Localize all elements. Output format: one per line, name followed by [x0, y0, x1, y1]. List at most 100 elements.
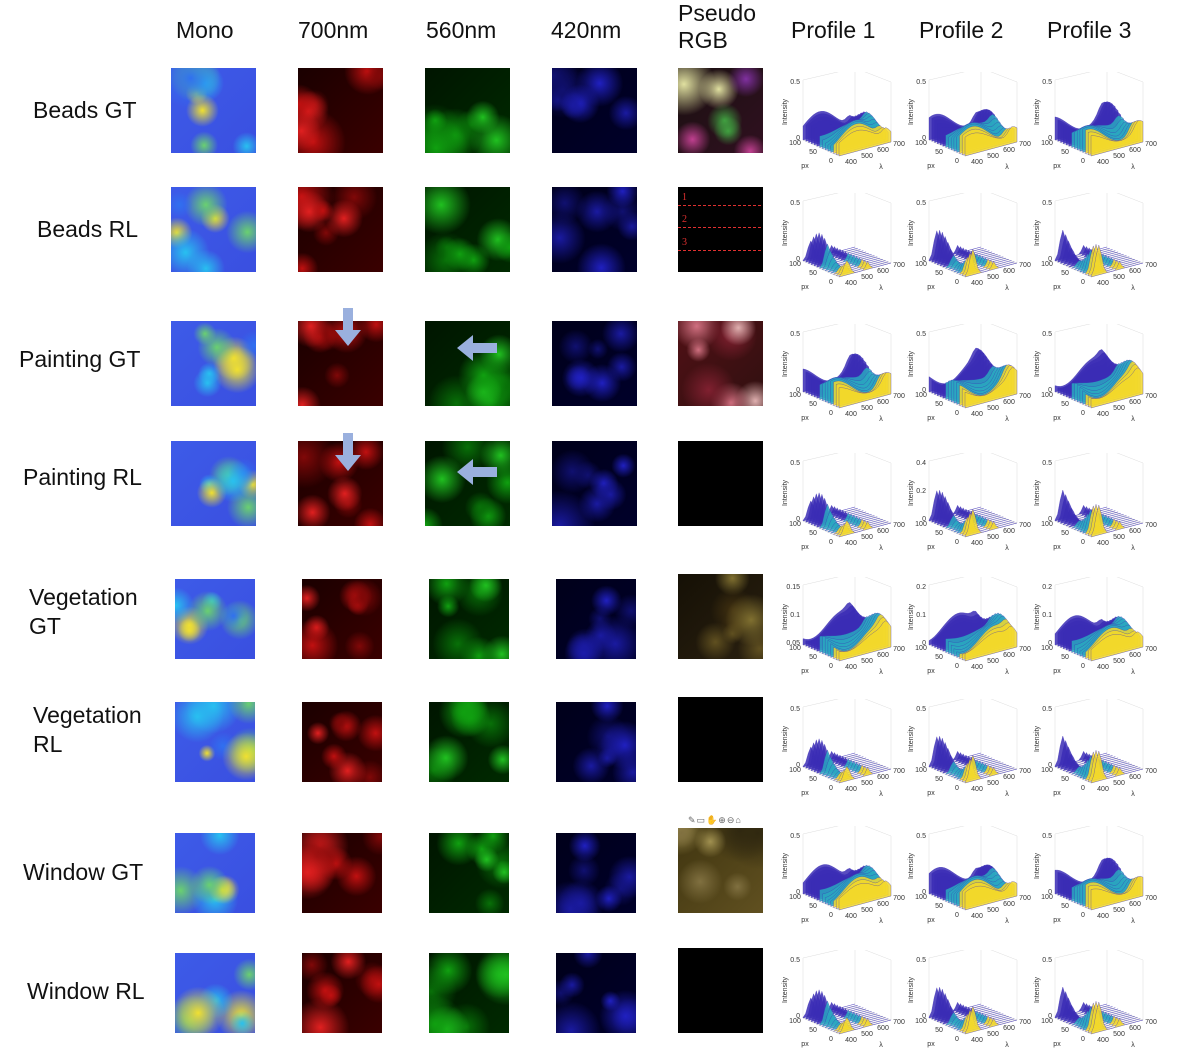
profile-line-2 [678, 227, 763, 228]
lambda-tick-label: 400 [845, 786, 857, 793]
px-tick-label: 50 [1061, 270, 1069, 277]
lambda-tick-label: 600 [877, 268, 889, 275]
z-tick-label: 0 [1048, 640, 1052, 647]
px-axis-label: px [1053, 284, 1061, 291]
pan-icon[interactable]: ✋ [706, 815, 719, 825]
surface-strip [838, 880, 892, 911]
lambda-tick-label: 700 [893, 895, 905, 902]
lambda-axis-label: λ [879, 416, 883, 423]
z-tick-label: 0.5 [790, 200, 800, 207]
profile-line-1 [678, 205, 763, 206]
plot-side-wall [990, 699, 1018, 769]
px-tick-label: 50 [935, 903, 943, 910]
lambda-tick-label: 500 [1113, 274, 1125, 281]
plot-back-wall [1054, 826, 1108, 894]
z-tick-label: 0 [922, 1013, 926, 1020]
px-tick-label: 100 [1041, 392, 1053, 399]
px-tick-label: 50 [1061, 401, 1069, 408]
px-tick-label: 0 [1081, 785, 1085, 792]
px-tick-label: 0 [955, 410, 959, 417]
brush-icon[interactable]: ✎ [688, 815, 697, 825]
home-icon[interactable]: ⌂ [735, 815, 742, 825]
zoom-in-icon[interactable]: ⊕ [718, 815, 727, 825]
px-axis-label: px [927, 163, 935, 170]
px-tick-label: 50 [1061, 149, 1069, 156]
plot-back-wall [928, 577, 982, 645]
plot-back-wall [802, 453, 856, 521]
zoom-out-icon[interactable]: ⊖ [726, 815, 736, 825]
z-tick-label: 0.5 [916, 706, 926, 713]
plot-back-wall [802, 72, 856, 140]
data-tip-icon[interactable]: ▭ [696, 815, 707, 825]
px-axis-label: px [927, 284, 935, 291]
surface-plot-1: 0.5 0 Intensity 100 50 0 px 400 500 600 700 λ [781, 324, 906, 424]
lambda-tick-label: 700 [1019, 262, 1031, 269]
row-label-6: Window GT [23, 859, 144, 885]
plot-side-wall [990, 577, 1018, 647]
px-tick-label: 100 [789, 645, 801, 652]
lambda-tick-label: 600 [1003, 147, 1015, 154]
plot-side-wall [1116, 453, 1144, 523]
px-axis-label: px [927, 917, 935, 924]
profile-marker-3: 3 [682, 237, 687, 248]
z-tick-label: 0.15 [786, 584, 800, 591]
px-tick-label: 0 [1081, 279, 1085, 286]
image-tile-560nm [425, 187, 510, 272]
lambda-tick-label: 600 [1003, 652, 1015, 659]
z-axis-label: Intensity [1034, 350, 1041, 377]
image-tile-560nm [429, 579, 509, 659]
z-tick-label: 0 [796, 256, 800, 263]
lambda-tick-label: 600 [1003, 528, 1015, 535]
z-tick-label: 0 [922, 889, 926, 896]
arrow-left-560nm-rl [457, 459, 497, 490]
lambda-tick-label: 500 [861, 153, 873, 160]
lambda-tick-label: 600 [1129, 901, 1141, 908]
px-axis-label: px [927, 790, 935, 797]
px-axis-label: px [801, 163, 809, 170]
px-tick-label: 100 [789, 261, 801, 268]
z-tick-label: 0.5 [1042, 331, 1052, 338]
px-tick-label: 0 [1081, 410, 1085, 417]
row-label-0: Beads GT [33, 97, 137, 123]
px-tick-label: 50 [1061, 776, 1069, 783]
arrow-down-700nm-rl [335, 433, 361, 476]
z-tick-label: 0 [1048, 1013, 1052, 1020]
image-tile-560nm [429, 702, 509, 782]
z-tick-label: 0 [1048, 889, 1052, 896]
surface-mesh [802, 232, 892, 278]
lambda-axis-label: λ [879, 285, 883, 292]
lambda-tick-label: 600 [877, 147, 889, 154]
lambda-axis-label: λ [1005, 669, 1009, 676]
image-tile-mono [171, 187, 256, 272]
plot-side-wall [864, 826, 892, 896]
surface-mesh [928, 347, 1018, 409]
plot-side-wall [990, 72, 1018, 142]
figure-toolbar[interactable]: ✎▭✋⊕⊖⌂ [688, 815, 742, 826]
row-label-1: Beads RL [37, 216, 139, 242]
px-tick-label: 50 [809, 530, 817, 537]
lambda-tick-label: 600 [877, 399, 889, 406]
px-tick-label: 100 [915, 645, 927, 652]
plot-side-wall [990, 453, 1018, 523]
px-tick-label: 0 [955, 912, 959, 919]
surface-strip [964, 754, 1018, 784]
z-tick-label: 0 [1048, 256, 1052, 263]
lambda-axis-label: λ [1131, 918, 1135, 925]
plot-side-wall [1116, 826, 1144, 896]
z-tick-label: 0 [796, 889, 800, 896]
lambda-tick-label: 400 [845, 411, 857, 418]
lambda-tick-label: 700 [893, 262, 905, 269]
plot-side-wall [990, 950, 1018, 1020]
surface-plot-2: 0.5 0 Intensity 100 50 0 px 400 500 600 700 λ [907, 72, 1032, 172]
image-tile-700nm [302, 833, 382, 913]
lambda-tick-label: 700 [893, 522, 905, 529]
surface-mesh [802, 602, 892, 662]
image-tile-pseudo-rgb [678, 574, 763, 659]
px-tick-label: 0 [955, 1036, 959, 1043]
lambda-tick-label: 600 [1129, 147, 1141, 154]
